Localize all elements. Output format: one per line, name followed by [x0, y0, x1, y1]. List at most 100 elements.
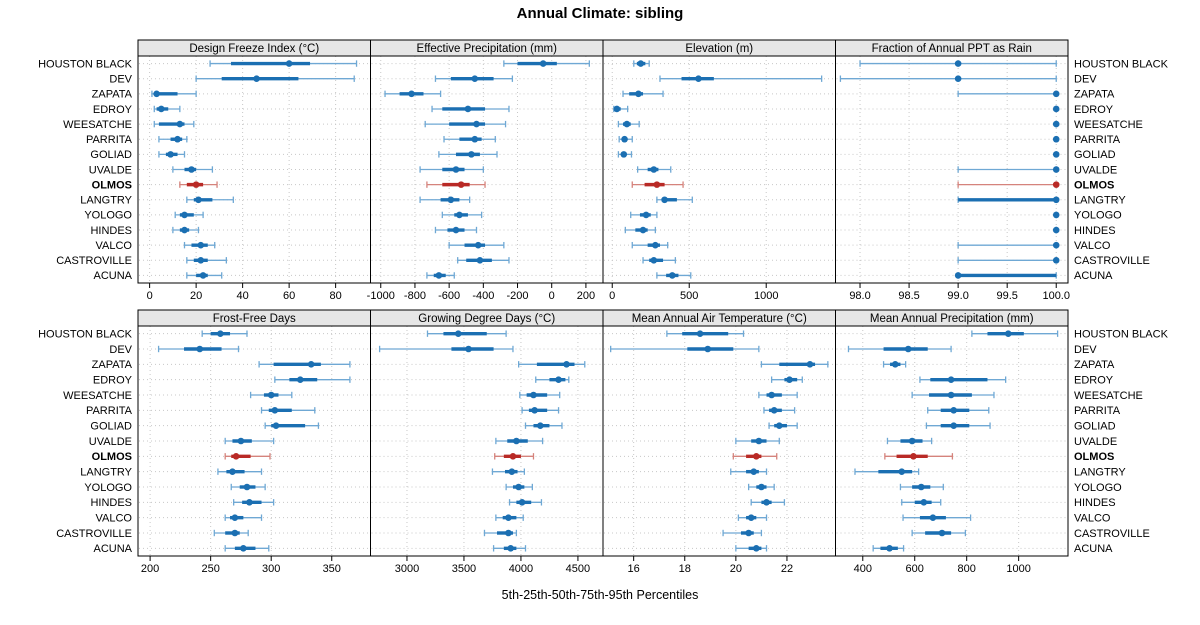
- median-dot: [505, 514, 512, 521]
- median-dot: [196, 345, 204, 353]
- median-dot: [435, 272, 443, 279]
- median-dot: [157, 105, 165, 113]
- axis-tick-label: 99.5: [996, 290, 1017, 302]
- station-label-left: ZAPATA: [92, 359, 133, 371]
- station-label-right: WEESATCHE: [1074, 390, 1143, 402]
- axis-tick-label: 250: [201, 563, 219, 575]
- axis-tick-label: 4000: [509, 563, 533, 575]
- axis-tick-label: 3500: [452, 563, 476, 575]
- median-dot: [745, 529, 752, 537]
- panel-header-label: Mean Annual Air Temperature (°C): [632, 313, 807, 325]
- median-dot: [243, 483, 251, 491]
- median-dot: [1052, 226, 1060, 234]
- median-dot: [285, 60, 293, 67]
- axis-tick-label: 500: [680, 290, 698, 302]
- station-label-left: ZAPATA: [92, 89, 133, 101]
- median-dot: [1052, 135, 1060, 143]
- median-dot: [917, 483, 925, 491]
- axis-tick-label: 4500: [566, 563, 590, 575]
- axis-tick-label: 20: [190, 290, 202, 302]
- axis-tick-label: 200: [577, 290, 595, 302]
- station-label-right: GOLIAD: [1074, 420, 1116, 432]
- axis-tick-label: 800: [958, 563, 976, 575]
- station-label-right: EDROY: [1074, 374, 1114, 386]
- station-label-right: LANGTRY: [1074, 195, 1126, 207]
- median-dot: [910, 453, 917, 460]
- station-label-right: CASTROVILLE: [1074, 528, 1150, 540]
- axis-tick-label: 0: [609, 290, 615, 302]
- median-dot: [452, 226, 460, 234]
- panel-header-label: Frost-Free Days: [213, 313, 296, 325]
- station-label-left: LANGTRY: [80, 195, 132, 207]
- station-label-right: WEESATCHE: [1074, 119, 1143, 131]
- median-dot: [704, 345, 712, 353]
- axis-tick-label: 98.5: [898, 290, 919, 302]
- median-dot: [447, 196, 455, 204]
- median-dot: [181, 226, 188, 234]
- median-dot: [642, 211, 650, 219]
- median-dot: [1052, 241, 1060, 249]
- median-dot: [513, 437, 520, 445]
- median-dot: [653, 181, 661, 188]
- median-dot: [471, 75, 479, 82]
- median-dot: [509, 453, 517, 460]
- median-dot: [539, 60, 547, 67]
- median-dot: [515, 483, 522, 491]
- median-dot: [623, 120, 631, 128]
- axis-tick-label: -800: [404, 290, 426, 302]
- median-dot: [408, 90, 415, 98]
- station-label-right: YOLOGO: [1074, 210, 1122, 222]
- axis-tick-label: 18: [679, 563, 691, 575]
- median-dot: [763, 499, 770, 506]
- station-label-left: YOLOGO: [84, 210, 132, 222]
- median-dot: [652, 241, 659, 249]
- median-dot: [454, 330, 462, 337]
- median-dot: [1052, 211, 1060, 219]
- median-dot: [232, 453, 240, 460]
- median-dot: [253, 75, 260, 82]
- station-label-right: HINDES: [1074, 497, 1116, 509]
- median-dot: [752, 453, 760, 460]
- station-label-left: WEESATCHE: [63, 390, 132, 402]
- median-dot: [195, 196, 202, 204]
- station-label-right: GOLIAD: [1074, 149, 1116, 161]
- axis-tick-label: 22: [781, 563, 793, 575]
- station-label-left: ACUNA: [93, 270, 132, 282]
- x-axis-caption: 5th-25th-50th-75th-95th Percentiles: [501, 588, 699, 602]
- station-label-left: UVALDE: [89, 436, 132, 448]
- median-dot: [786, 376, 793, 383]
- axis-tick-label: 400: [854, 563, 872, 575]
- median-dot: [267, 391, 275, 399]
- median-dot: [898, 468, 906, 475]
- axis-tick-label: 80: [330, 290, 342, 302]
- median-dot: [661, 196, 668, 204]
- station-label-right: LANGTRY: [1074, 466, 1126, 478]
- median-dot: [1052, 166, 1060, 173]
- chart-title: Annual Climate: sibling: [516, 5, 684, 22]
- station-label-right: ZAPATA: [1074, 359, 1115, 371]
- station-label-left: ACUNA: [93, 543, 132, 555]
- median-dot: [555, 376, 562, 383]
- axis-tick-label: 99.0: [947, 290, 968, 302]
- median-dot: [457, 181, 465, 188]
- median-dot: [181, 211, 188, 219]
- median-dot: [904, 345, 912, 353]
- station-label-left: CASTROVILLE: [56, 528, 132, 540]
- station-label-left: LANGTRY: [80, 466, 132, 478]
- axis-tick-label: 0: [549, 290, 555, 302]
- median-dot: [240, 545, 247, 552]
- median-dot: [197, 241, 205, 249]
- median-dot: [229, 468, 236, 475]
- station-label-left: YOLOGO: [84, 482, 132, 494]
- station-label-left: WEESATCHE: [63, 119, 132, 131]
- station-label-right: ACUNA: [1074, 543, 1113, 555]
- median-dot: [307, 361, 315, 368]
- median-dot: [886, 545, 893, 552]
- median-dot: [456, 211, 463, 219]
- axis-tick-label: 200: [141, 563, 159, 575]
- axis-tick-label: -1000: [367, 290, 395, 302]
- median-dot: [272, 422, 280, 429]
- axis-tick-label: 1000: [1006, 563, 1030, 575]
- station-label-right: DEV: [1074, 344, 1097, 356]
